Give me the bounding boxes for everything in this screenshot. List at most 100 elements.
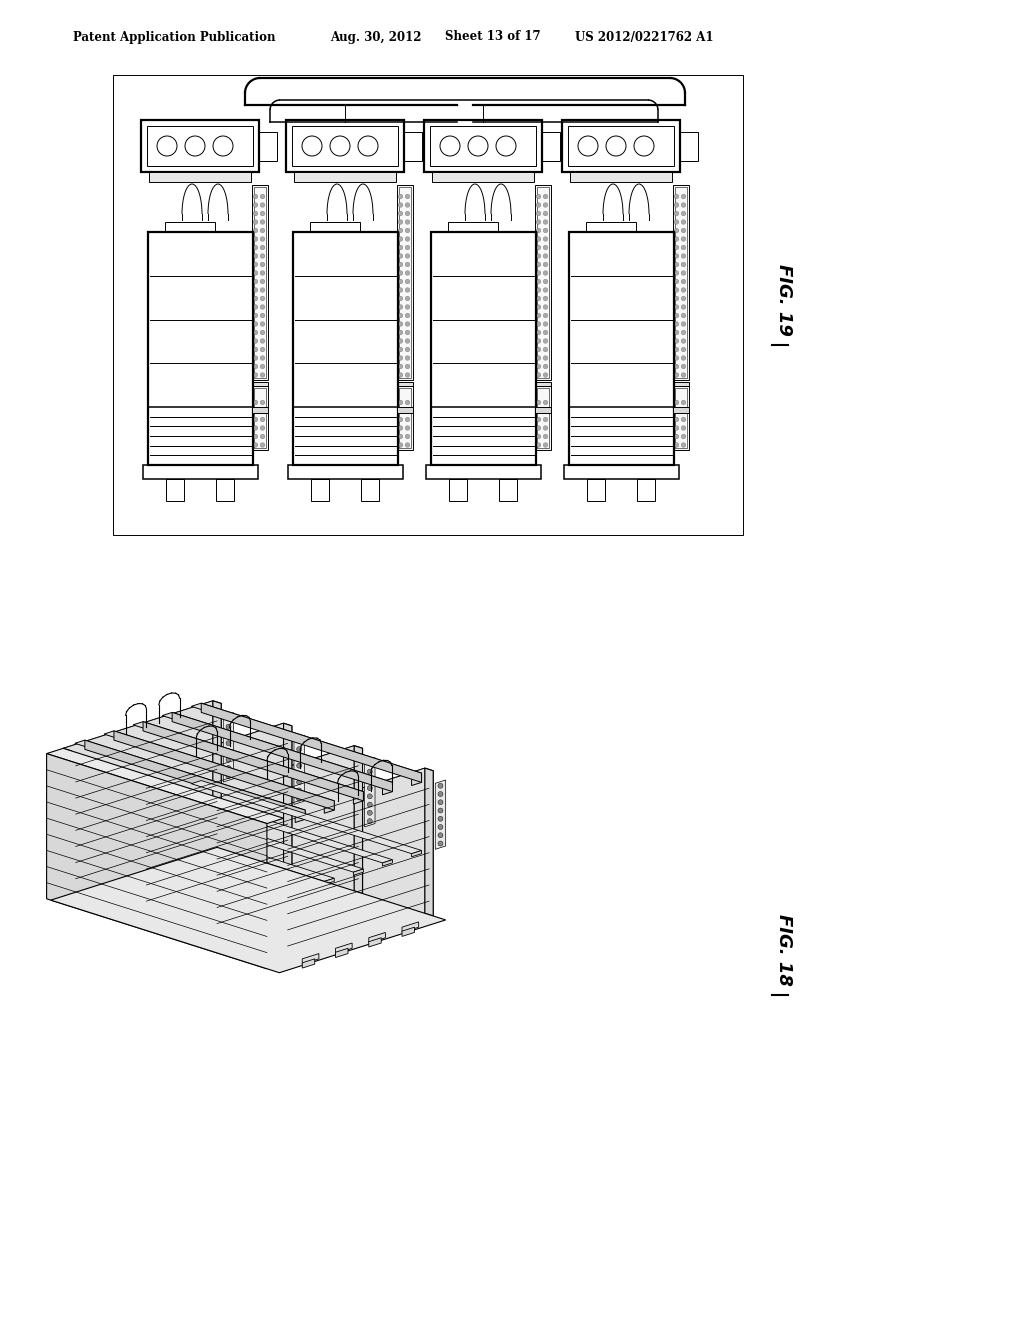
Circle shape xyxy=(681,409,686,413)
Polygon shape xyxy=(325,944,334,950)
Polygon shape xyxy=(369,932,385,942)
Circle shape xyxy=(543,253,548,259)
Circle shape xyxy=(253,194,258,199)
Circle shape xyxy=(537,434,541,438)
Polygon shape xyxy=(172,713,392,792)
Circle shape xyxy=(226,725,231,729)
Circle shape xyxy=(253,434,258,438)
Polygon shape xyxy=(275,816,284,964)
Circle shape xyxy=(406,194,410,199)
Bar xyxy=(288,465,402,479)
Circle shape xyxy=(260,253,265,259)
Polygon shape xyxy=(133,722,364,795)
Circle shape xyxy=(537,280,541,284)
Circle shape xyxy=(398,409,402,413)
Circle shape xyxy=(543,246,548,249)
Circle shape xyxy=(253,417,258,422)
Circle shape xyxy=(260,442,265,447)
Bar xyxy=(587,479,605,502)
Circle shape xyxy=(406,364,410,368)
Circle shape xyxy=(253,322,258,326)
Polygon shape xyxy=(162,855,392,929)
Polygon shape xyxy=(162,789,392,863)
Circle shape xyxy=(226,774,231,779)
Circle shape xyxy=(398,330,402,335)
Circle shape xyxy=(253,442,258,447)
Circle shape xyxy=(398,364,402,368)
Circle shape xyxy=(398,372,402,378)
Polygon shape xyxy=(104,731,334,804)
Circle shape xyxy=(681,280,686,284)
Circle shape xyxy=(537,288,541,292)
Bar xyxy=(147,125,253,166)
Polygon shape xyxy=(336,948,348,957)
Circle shape xyxy=(297,788,302,793)
Circle shape xyxy=(253,347,258,352)
Circle shape xyxy=(681,211,686,215)
Circle shape xyxy=(406,296,410,301)
Circle shape xyxy=(398,236,402,242)
Polygon shape xyxy=(295,810,305,822)
Circle shape xyxy=(406,253,410,259)
Circle shape xyxy=(537,347,541,352)
Polygon shape xyxy=(134,723,292,774)
Polygon shape xyxy=(85,741,305,820)
Circle shape xyxy=(406,425,410,430)
Circle shape xyxy=(368,760,373,766)
Circle shape xyxy=(253,288,258,292)
Circle shape xyxy=(681,434,686,438)
Circle shape xyxy=(253,355,258,360)
Circle shape xyxy=(543,305,548,309)
Bar xyxy=(426,465,541,479)
Circle shape xyxy=(260,305,265,309)
Circle shape xyxy=(543,296,548,301)
Circle shape xyxy=(543,364,548,368)
Circle shape xyxy=(537,322,541,326)
Circle shape xyxy=(681,425,686,430)
Circle shape xyxy=(260,211,265,215)
Polygon shape xyxy=(47,748,284,824)
Circle shape xyxy=(674,339,679,343)
Circle shape xyxy=(543,288,548,292)
Polygon shape xyxy=(275,768,425,961)
Circle shape xyxy=(260,219,265,224)
Circle shape xyxy=(253,330,258,335)
Polygon shape xyxy=(213,748,362,941)
Bar xyxy=(432,172,534,182)
Bar xyxy=(141,120,259,172)
Circle shape xyxy=(398,400,402,405)
Polygon shape xyxy=(402,927,415,936)
Polygon shape xyxy=(353,869,364,875)
Bar xyxy=(396,185,413,380)
Circle shape xyxy=(543,322,548,326)
Circle shape xyxy=(260,347,265,352)
Circle shape xyxy=(398,253,402,259)
Circle shape xyxy=(406,347,410,352)
Polygon shape xyxy=(114,731,334,810)
Bar xyxy=(535,381,551,385)
Circle shape xyxy=(681,417,686,422)
Bar xyxy=(430,125,536,166)
Circle shape xyxy=(406,330,410,335)
Circle shape xyxy=(260,194,265,199)
Circle shape xyxy=(674,330,679,335)
Circle shape xyxy=(260,425,265,430)
Bar xyxy=(311,479,329,502)
Circle shape xyxy=(543,425,548,430)
Circle shape xyxy=(681,288,686,292)
Bar xyxy=(310,222,360,232)
Bar xyxy=(398,388,411,447)
Bar xyxy=(535,385,551,450)
Polygon shape xyxy=(369,937,381,946)
Circle shape xyxy=(537,425,541,430)
Circle shape xyxy=(681,271,686,276)
Circle shape xyxy=(681,263,686,267)
Circle shape xyxy=(406,263,410,267)
Bar xyxy=(404,132,422,161)
Circle shape xyxy=(406,305,410,309)
Circle shape xyxy=(398,203,402,207)
Bar xyxy=(424,120,542,172)
Bar xyxy=(430,232,536,465)
Circle shape xyxy=(398,211,402,215)
Polygon shape xyxy=(51,847,445,973)
